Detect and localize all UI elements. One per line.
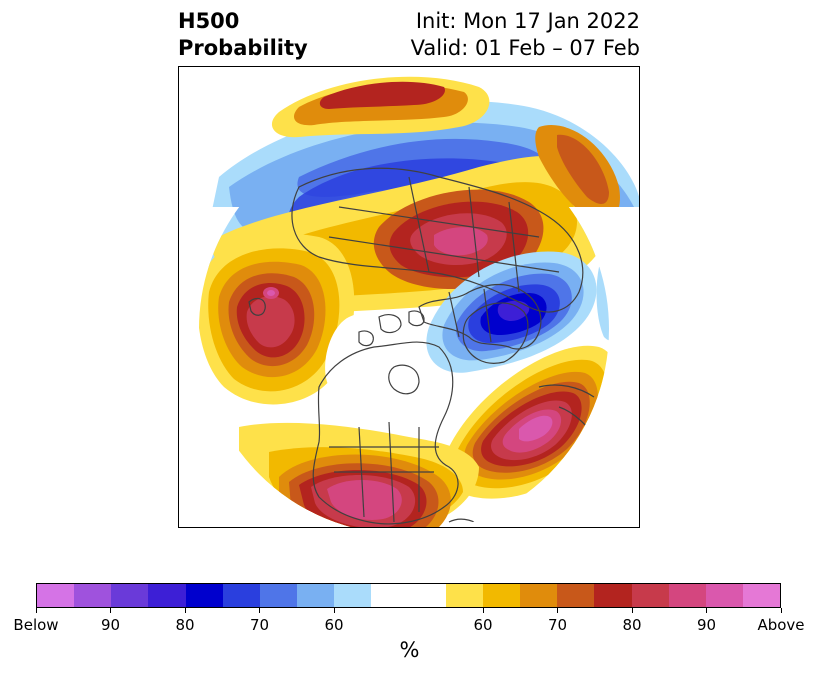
colorbar-tick	[482, 608, 484, 613]
title-left: H500 Probability	[178, 8, 308, 62]
colorbar-segment	[185, 584, 223, 607]
colorbar-tick	[259, 608, 260, 613]
anomaly-europe-red	[373, 189, 544, 290]
colorbar-unit: %	[399, 638, 420, 662]
colorbar-segment	[148, 584, 186, 607]
colorbar-tick-label: 80	[175, 616, 195, 634]
colorbar-segment	[408, 584, 446, 607]
colorbar-tick	[780, 608, 782, 613]
colorbar	[36, 583, 781, 608]
anomaly-siberia-red	[271, 76, 490, 138]
colorbar-segment	[557, 584, 595, 607]
colorbar-tick	[184, 608, 186, 613]
colorbar-tick-label: 60	[473, 616, 493, 634]
colorbar-tick	[706, 608, 707, 613]
colorbar-segment	[631, 584, 669, 607]
coastlines	[248, 167, 600, 526]
map-canvas	[179, 67, 639, 527]
colorbar-tick	[333, 608, 335, 613]
colorbar-tick-label: 90	[100, 616, 121, 634]
neutral-region-canada	[325, 313, 418, 411]
colorbar-segment	[371, 584, 409, 607]
polar-map[interactable]	[178, 66, 640, 528]
colorbar-tick	[110, 608, 111, 613]
colorbar-tick-label: Below	[13, 616, 59, 634]
colorbar-segment	[222, 584, 260, 607]
anomaly-greenland-blue	[426, 251, 597, 373]
colorbar-tick-label: Above	[757, 616, 805, 634]
colorbar-segment	[297, 584, 335, 607]
valid-range: Valid: 01 Feb – 07 Feb	[410, 36, 640, 60]
colorbar-segment	[742, 584, 781, 607]
anomaly-north-pacific-red	[197, 233, 355, 405]
colorbar-segment	[259, 584, 298, 607]
colorbar-tick-label: 70	[547, 616, 568, 634]
colorbar-tick-label: 90	[696, 616, 717, 634]
title-variable: H500	[178, 9, 240, 33]
colorbar-segment	[334, 584, 372, 607]
colorbar-tick-label: 70	[249, 616, 270, 634]
colorbar-segment	[705, 584, 743, 607]
title-product: Probability	[178, 36, 308, 60]
colorbar-segment	[594, 584, 632, 607]
colorbar-segment	[74, 584, 112, 607]
colorbar-segment	[668, 584, 706, 607]
colorbar-tick	[35, 608, 37, 613]
colorbar-segment	[111, 584, 149, 607]
colorbar-tick	[557, 608, 558, 613]
colorbar-segment	[482, 584, 521, 607]
init-date: Init: Mon 17 Jan 2022	[415, 9, 640, 33]
colorbar-tick-label: 60	[324, 616, 344, 634]
title-right: Init: Mon 17 Jan 2022 Valid: 01 Feb – 07…	[411, 8, 640, 62]
colorbar-tick	[631, 608, 633, 613]
colorbar-segment	[520, 584, 558, 607]
colorbar-segment	[37, 584, 75, 607]
colorbar-tick-label: 80	[622, 616, 642, 634]
colorbar-segment	[445, 584, 483, 607]
